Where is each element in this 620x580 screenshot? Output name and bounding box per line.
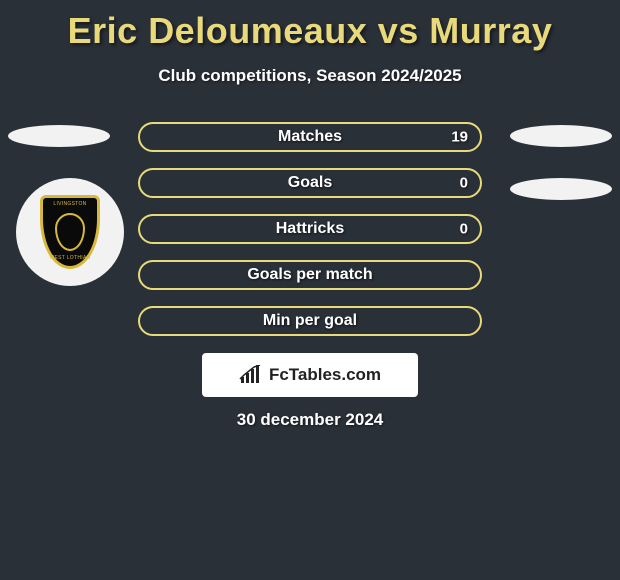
stat-label: Matches xyxy=(278,128,342,146)
stat-row-goals: Goals 0 xyxy=(138,168,482,198)
avatar-placeholder-left xyxy=(8,125,110,147)
brand-text: FcTables.com xyxy=(269,365,381,385)
club-crest: LIVINGSTON WEST LOTHIAN xyxy=(16,178,124,286)
stat-row-min-per-goal: Min per goal xyxy=(138,306,482,336)
stat-value: 0 xyxy=(460,175,468,192)
bar-chart-icon xyxy=(239,365,263,385)
crest-bottom-text: WEST LOTHIAN xyxy=(43,255,97,261)
avatar-placeholder-right-2 xyxy=(510,178,612,200)
stat-value: 19 xyxy=(451,129,468,146)
page-title: Eric Deloumeaux vs Murray xyxy=(0,0,620,52)
crest-top-text: LIVINGSTON xyxy=(43,201,97,207)
avatar-placeholder-right-1 xyxy=(510,125,612,147)
stat-label: Goals xyxy=(288,174,332,192)
stat-label: Min per goal xyxy=(263,312,357,330)
stat-label: Goals per match xyxy=(247,266,372,284)
stats-panel: Matches 19 Goals 0 Hattricks 0 Goals per… xyxy=(138,122,482,352)
stat-row-matches: Matches 19 xyxy=(138,122,482,152)
shield-icon: LIVINGSTON WEST LOTHIAN xyxy=(40,195,100,269)
date-label: 30 december 2024 xyxy=(0,410,620,430)
subtitle: Club competitions, Season 2024/2025 xyxy=(0,66,620,86)
stat-row-hattricks: Hattricks 0 xyxy=(138,214,482,244)
brand-badge[interactable]: FcTables.com xyxy=(202,353,418,397)
stat-label: Hattricks xyxy=(276,220,344,238)
stat-row-goals-per-match: Goals per match xyxy=(138,260,482,290)
horseshoe-icon xyxy=(55,213,85,251)
stat-value: 0 xyxy=(460,221,468,238)
